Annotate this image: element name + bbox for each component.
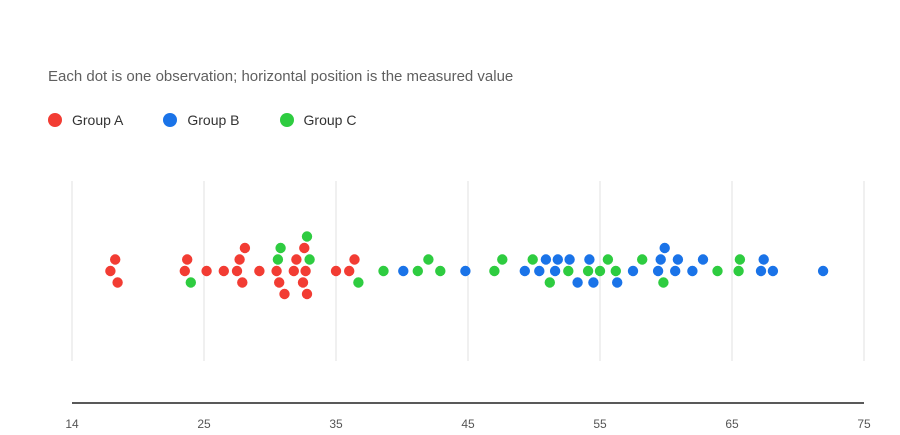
dot-group-b-13 [652,265,664,277]
dot-group-c-15 [582,265,594,277]
dot-group-c-16 [594,265,606,277]
dot-group-a-21 [330,265,342,277]
dot-group-b-19 [697,254,709,265]
dot-group-b-11 [612,277,623,288]
dot-group-c-10 [489,265,500,277]
dot-group-c-3 [301,231,313,242]
legend-swatch-group-b [163,113,178,127]
dot-group-c-8 [423,254,434,265]
dot-group-b-7 [564,254,575,265]
dot-group-b-4 [540,254,552,265]
dot-group-c-21 [712,265,723,277]
legend-label-group-b: Group B [187,112,240,128]
dot-group-c-9 [435,265,446,277]
dot-group-b-10 [588,277,599,288]
dot-group-c-13 [544,277,555,288]
dot-group-a-17 [297,277,309,288]
dot-group-c-1 [272,254,284,265]
dot-group-c-18 [610,265,621,277]
dot-group-a-7 [231,265,243,277]
dot-group-c-22 [733,265,744,277]
dot-group-c-23 [734,254,746,265]
dot-group-b-16 [670,265,681,277]
x-tick-label-25: 25 [197,417,211,431]
dot-group-c-11 [497,254,508,265]
dot-group-a-23 [349,254,360,265]
dot-group-a-18 [299,242,310,254]
dot-group-a-8 [234,254,245,265]
dot-group-c-14 [563,265,574,277]
dot-group-a-3 [179,265,190,277]
dot-group-a-15 [288,265,299,277]
dot-group-b-20 [755,265,767,277]
x-tick-label-55: 55 [593,417,607,431]
legend-item-group-c: Group C [279,112,357,128]
dot-group-c-19 [637,254,648,265]
dot-group-b-5 [549,265,561,277]
dot-group-a-13 [274,277,285,288]
dot-group-b-2 [519,265,530,277]
dot-group-a-22 [344,265,355,277]
dot-group-b-1 [460,265,471,277]
legend-item-group-a: Group A [48,112,123,128]
dot-group-a-2 [112,277,123,288]
dot-group-c-6 [378,265,389,277]
dot-group-b-17 [672,254,684,265]
dot-group-a-4 [182,254,193,265]
dot-group-c-12 [527,254,538,265]
legend-label-group-a: Group A [72,112,124,128]
dot-group-b-18 [687,265,698,277]
dot-group-c-0 [185,277,196,288]
dot-group-b-12 [627,265,639,277]
dot-group-c-4 [304,254,315,265]
dot-group-c-20 [658,277,669,288]
dot-group-a-10 [239,242,251,254]
dot-group-a-14 [279,288,290,300]
dot-group-c-5 [353,277,364,288]
dot-group-a-5 [201,265,212,277]
legend-swatch-group-a [48,113,62,127]
dot-group-a-1 [110,254,121,265]
legend-label-group-c: Group C [303,112,357,128]
dot-group-b-23 [817,265,829,277]
x-tick-label-14: 14 [65,417,79,431]
dot-group-b-9 [584,254,595,265]
x-tick-label-35: 35 [329,417,343,431]
dot-group-a-6 [218,265,229,277]
dot-group-c-7 [412,265,423,277]
chart-subtitle: Each dot is one observation; horizontal … [48,68,514,85]
dot-group-a-19 [300,265,311,277]
dot-group-c-2 [275,242,286,254]
dot-group-a-16 [291,254,302,265]
x-tick-label-65: 65 [725,417,739,431]
x-tick-label-75: 75 [857,417,871,431]
dot-group-b-21 [758,254,769,265]
dot-group-a-12 [271,265,282,277]
legend-swatch-group-c [279,113,294,127]
dot-group-b-0 [398,265,409,277]
dot-group-a-11 [254,265,265,277]
legend-item-group-b: Group B [163,112,240,128]
dot-group-a-9 [237,277,248,288]
dot-group-b-8 [572,277,583,288]
dot-group-b-14 [655,254,666,265]
dot-group-b-6 [552,254,563,265]
dot-group-a-0 [105,265,116,277]
dot-group-a-20 [301,288,313,300]
data-points [105,231,829,300]
dot-group-b-3 [534,265,545,277]
dot-group-c-17 [602,254,614,265]
legend: Group A Group B Group C [48,112,396,128]
x-axis-ticks: 14 25 35 45 55 65 75 [65,417,871,431]
dot-group-b-22 [767,265,779,277]
dot-group-b-15 [659,242,670,254]
x-tick-label-45: 45 [461,417,475,431]
